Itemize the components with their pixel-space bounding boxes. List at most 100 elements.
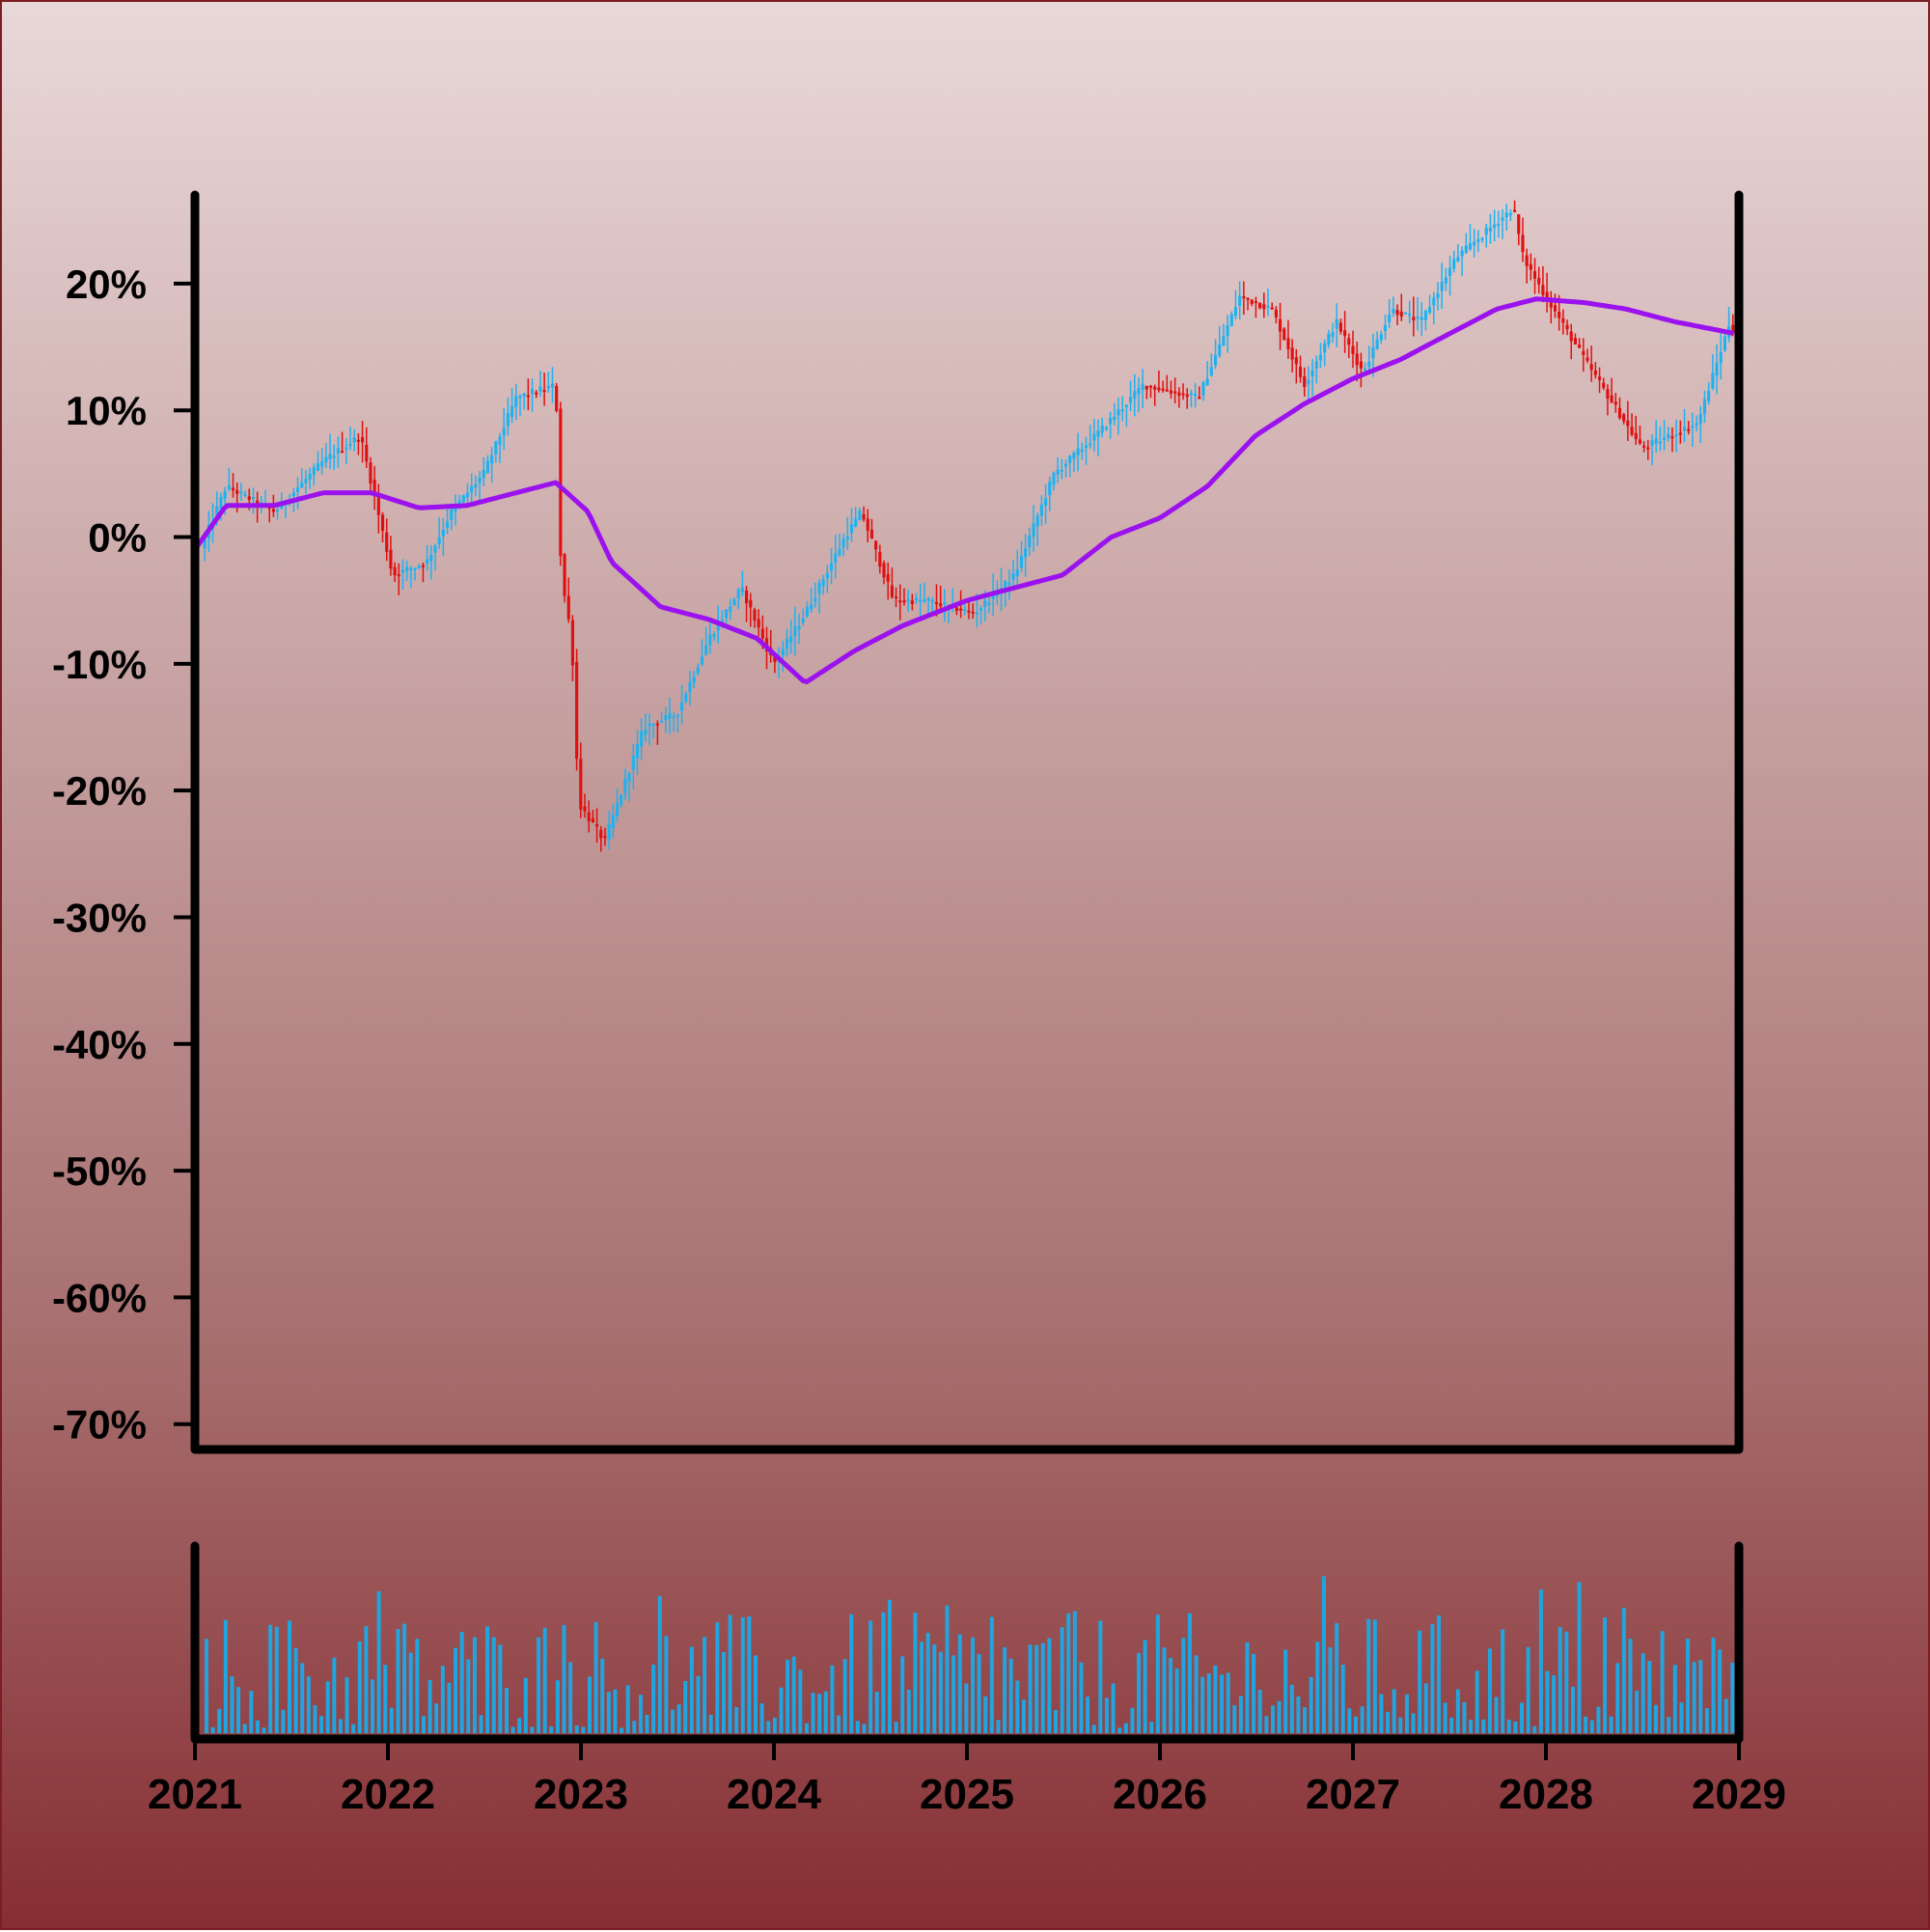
volume-bar	[754, 1655, 758, 1733]
volume-bar	[786, 1659, 790, 1733]
volume-bar	[408, 1652, 413, 1733]
candle-body	[902, 600, 906, 603]
candle-body	[498, 436, 502, 446]
candle-body	[793, 625, 797, 636]
volume-bar	[1335, 1622, 1339, 1733]
volume-bar	[747, 1615, 752, 1733]
candle-body	[1678, 432, 1682, 435]
candle-body	[1634, 432, 1638, 439]
y-tick-label: -60%	[52, 1275, 147, 1320]
candle-body	[732, 598, 736, 605]
candle-body	[1100, 425, 1104, 433]
volume-bar	[938, 1651, 943, 1733]
candle-body	[1226, 324, 1229, 336]
candle-body	[640, 731, 644, 747]
volume-bar	[759, 1703, 764, 1733]
candle-body	[745, 590, 749, 604]
axes-layer	[190, 190, 1744, 1744]
volume-bar	[1303, 1707, 1308, 1733]
candle-body	[1294, 357, 1298, 365]
candle-body	[866, 518, 869, 531]
volume-bar	[664, 1636, 669, 1733]
candle-body	[890, 585, 894, 597]
volume-bar	[1328, 1646, 1333, 1733]
candle-body	[1233, 307, 1238, 317]
candle-body	[470, 485, 474, 493]
candle-body	[579, 759, 583, 810]
candle-body	[243, 493, 247, 496]
y-tick-label: 20%	[66, 262, 147, 307]
candle-body	[923, 599, 926, 602]
volume-bar	[1532, 1725, 1537, 1733]
candle-body	[801, 618, 805, 623]
volume-bar	[1430, 1624, 1435, 1733]
volume-bar	[740, 1616, 745, 1733]
candle-body	[219, 496, 223, 510]
candle-body	[712, 634, 716, 637]
candle-body	[1504, 212, 1508, 217]
candle-body	[1117, 409, 1120, 416]
candle-body	[1331, 332, 1335, 337]
candle-body	[635, 744, 640, 759]
volume-bar	[306, 1676, 311, 1733]
candle-body	[1698, 414, 1702, 424]
volume-bar	[249, 1691, 254, 1733]
candle-body	[235, 489, 239, 494]
candle-body	[267, 507, 271, 510]
volume-bar	[925, 1633, 930, 1733]
candle-body	[1476, 239, 1480, 242]
volume-bar	[651, 1665, 656, 1733]
volume-bar	[1589, 1720, 1594, 1733]
candle-body	[720, 620, 725, 624]
candle-body	[1060, 469, 1063, 472]
candle-body	[664, 715, 668, 721]
candle-body	[385, 532, 389, 552]
candle-body	[821, 579, 825, 587]
candle-body	[1541, 285, 1545, 295]
volume-bar	[1054, 1709, 1058, 1733]
candle-body	[1674, 434, 1678, 437]
candle-body	[526, 395, 530, 398]
candle-body	[1270, 307, 1274, 310]
volume-bar	[1277, 1700, 1282, 1733]
volume-bar	[1513, 1721, 1518, 1733]
candle-body	[1351, 345, 1355, 354]
volume-bar	[1711, 1638, 1716, 1733]
candle-body	[869, 529, 874, 539]
candle-body	[1290, 347, 1294, 360]
volume-bar	[989, 1616, 994, 1733]
candle-body	[1468, 243, 1473, 250]
candle-body	[506, 413, 510, 427]
candle-body	[1719, 351, 1723, 364]
candle-body	[729, 606, 732, 612]
candle-body	[1565, 324, 1569, 330]
candle-body	[603, 836, 607, 839]
candle-body	[365, 444, 369, 462]
volume-bar	[613, 1689, 618, 1733]
volume-bar	[811, 1693, 815, 1733]
volume-bar	[434, 1703, 439, 1733]
candle-body	[1573, 338, 1577, 345]
volume-bar	[1008, 1658, 1013, 1733]
candle-body	[1250, 299, 1254, 305]
candle-body	[749, 599, 753, 608]
volume-bar	[472, 1637, 477, 1733]
volume-bar	[1379, 1694, 1384, 1733]
y-tick-label: -20%	[52, 768, 147, 814]
candle-body	[934, 602, 939, 605]
candle-body	[1691, 426, 1695, 428]
candle-body	[478, 477, 482, 483]
candle-body	[736, 589, 740, 599]
volume-bar	[1520, 1702, 1525, 1733]
volume-bar	[504, 1687, 509, 1733]
volume-bar	[459, 1632, 464, 1733]
candle-body	[542, 390, 546, 393]
candle-body	[1408, 314, 1412, 317]
candle-body	[1460, 250, 1464, 257]
price-panel	[203, 200, 1739, 852]
candle-body	[1032, 523, 1035, 538]
volume-bar	[454, 1647, 458, 1733]
candle-body	[878, 551, 882, 567]
volume-bar	[421, 1716, 426, 1733]
volume-bar	[1194, 1655, 1199, 1733]
